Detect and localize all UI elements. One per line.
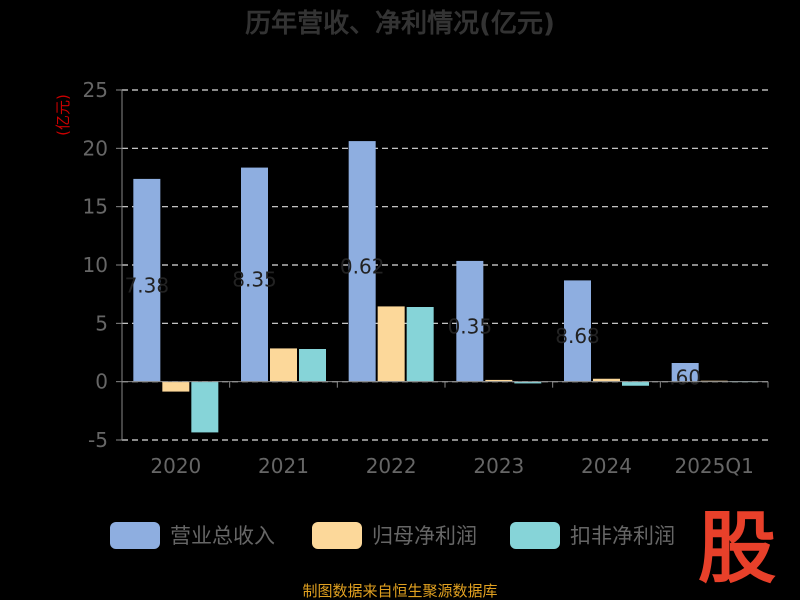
x-tick-label: 2022	[366, 454, 417, 478]
y-tick-label: 0	[95, 370, 108, 394]
data-label: 8.35	[232, 268, 277, 292]
bar	[377, 306, 405, 382]
y-axis-ticks: -5 0 5 10 15 20 25	[83, 78, 123, 452]
x-tick-label: 2020	[150, 454, 201, 478]
bars	[133, 141, 757, 433]
logo: 股	[698, 504, 776, 594]
data-label: 8.68	[555, 324, 600, 348]
bar	[671, 363, 699, 382]
y-tick-label: 15	[83, 195, 108, 219]
bar	[593, 378, 620, 382]
bar	[241, 167, 268, 382]
y-tick-label: 10	[83, 253, 108, 277]
x-axis-ticks: 2020 2021 2022 2023 2024 2025Q1	[122, 381, 769, 478]
bar	[191, 381, 219, 433]
data-label: 7.38	[125, 273, 170, 297]
x-tick-label: 2021	[258, 454, 309, 478]
bar	[406, 307, 434, 382]
bar	[564, 280, 591, 382]
bar	[456, 260, 484, 382]
bar	[348, 141, 376, 382]
bar	[622, 381, 649, 386]
legend: 营业总收入 归母净利润 扣非净利润	[110, 522, 675, 549]
y-axis-label: (亿元)	[54, 94, 72, 136]
y-tick-label: 25	[83, 78, 108, 102]
y-tick-label: 20	[83, 136, 108, 160]
y-tick-label: -5	[88, 428, 108, 452]
bar	[133, 178, 161, 382]
data-label: 0.35	[448, 314, 493, 338]
data-label: .60	[669, 365, 701, 389]
y-tick-label: 5	[95, 311, 108, 335]
data-label: 0.62	[340, 254, 385, 278]
bar	[162, 381, 190, 392]
source-note: 制图数据来自恒生聚源数据库	[302, 582, 497, 600]
legend-label: 营业总收入	[170, 524, 275, 548]
legend-label: 归母净利润	[372, 524, 477, 548]
data-labels: 7.38 8.35 0.62 0.35 8.68 .60	[125, 254, 702, 389]
bar	[514, 381, 542, 384]
bar	[270, 348, 297, 382]
bar	[485, 379, 513, 382]
legend-swatch	[510, 522, 560, 549]
x-tick-label: 2024	[581, 454, 632, 478]
bar	[299, 349, 326, 382]
x-tick-label: 2025Q1	[674, 454, 753, 478]
chart-title: 历年营收、净利情况(亿元)	[245, 8, 555, 39]
legend-swatch	[110, 522, 160, 549]
legend-swatch	[312, 522, 362, 549]
x-tick-label: 2023	[473, 454, 524, 478]
legend-label: 扣非净利润	[570, 524, 675, 548]
